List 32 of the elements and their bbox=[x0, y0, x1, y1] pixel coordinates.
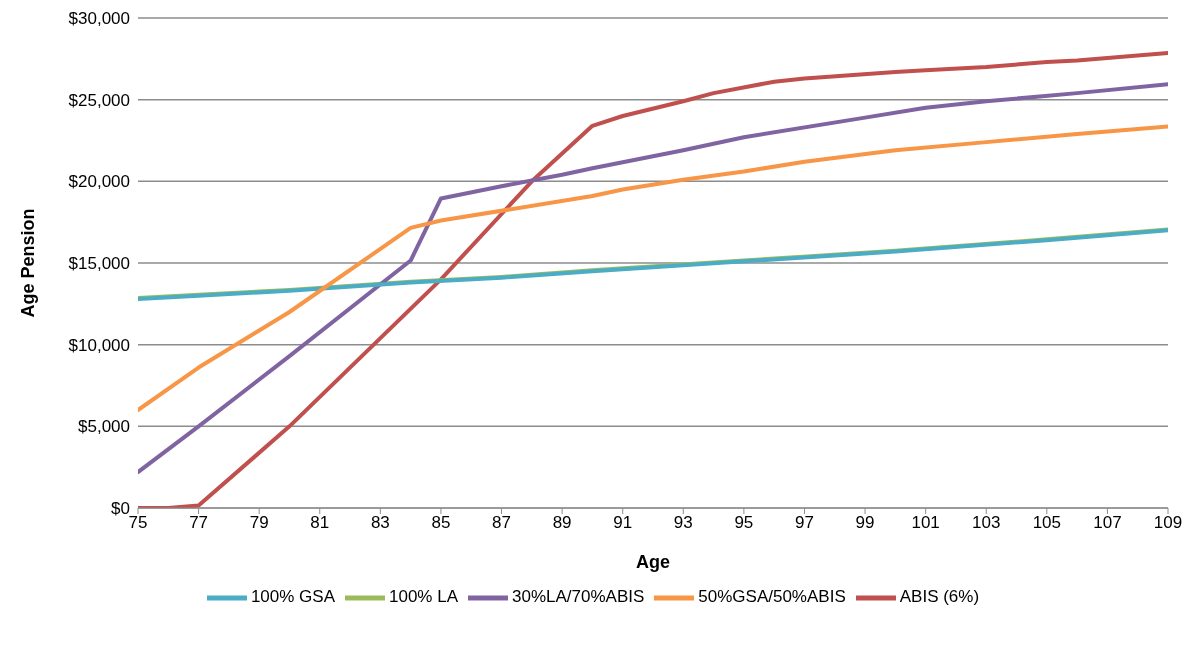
x-tick-label: 93 bbox=[673, 513, 693, 533]
x-tick-label: 81 bbox=[310, 513, 330, 533]
x-tick-label: 91 bbox=[613, 513, 633, 533]
x-tick-label: 101 bbox=[911, 513, 940, 533]
x-tick-label: 95 bbox=[734, 513, 754, 533]
x-tick-label: 105 bbox=[1032, 513, 1062, 533]
legend-label: 100% GSA bbox=[250, 587, 335, 607]
y-tick-label: $25,000 bbox=[68, 90, 130, 110]
y-tick-label: $20,000 bbox=[68, 172, 130, 192]
x-tick-label: 109 bbox=[1153, 513, 1183, 533]
legend-label: 30%LA/70%ABIS bbox=[512, 587, 645, 607]
x-tick-label: 85 bbox=[431, 513, 451, 533]
y-tick-label: $0 bbox=[111, 499, 130, 519]
y-tick-label: $30,000 bbox=[68, 9, 130, 29]
y-axis-title: Age Pension bbox=[18, 208, 39, 318]
y-tick-label: $15,000 bbox=[68, 254, 130, 274]
legend-label: 100% LA bbox=[389, 587, 458, 607]
x-tick-label: 83 bbox=[370, 513, 390, 533]
legend-label: 50%GSA/50%ABIS bbox=[698, 587, 846, 607]
legend-label: ABIS (6%) bbox=[899, 587, 980, 607]
x-tick-label: 79 bbox=[249, 513, 269, 533]
x-tick-label: 103 bbox=[972, 513, 1001, 533]
x-tick-label: 77 bbox=[189, 513, 209, 533]
x-tick-label: 97 bbox=[795, 513, 814, 533]
x-tick-label: 87 bbox=[492, 513, 511, 533]
y-tick-label: $5,000 bbox=[78, 417, 130, 437]
x-axis-title: Age bbox=[635, 552, 671, 572]
x-tick-label: 89 bbox=[552, 513, 572, 533]
x-tick-label: 107 bbox=[1093, 513, 1122, 533]
y-tick-label: $10,000 bbox=[68, 335, 130, 355]
x-tick-label: 75 bbox=[128, 513, 148, 533]
x-tick-label: 99 bbox=[855, 513, 875, 533]
